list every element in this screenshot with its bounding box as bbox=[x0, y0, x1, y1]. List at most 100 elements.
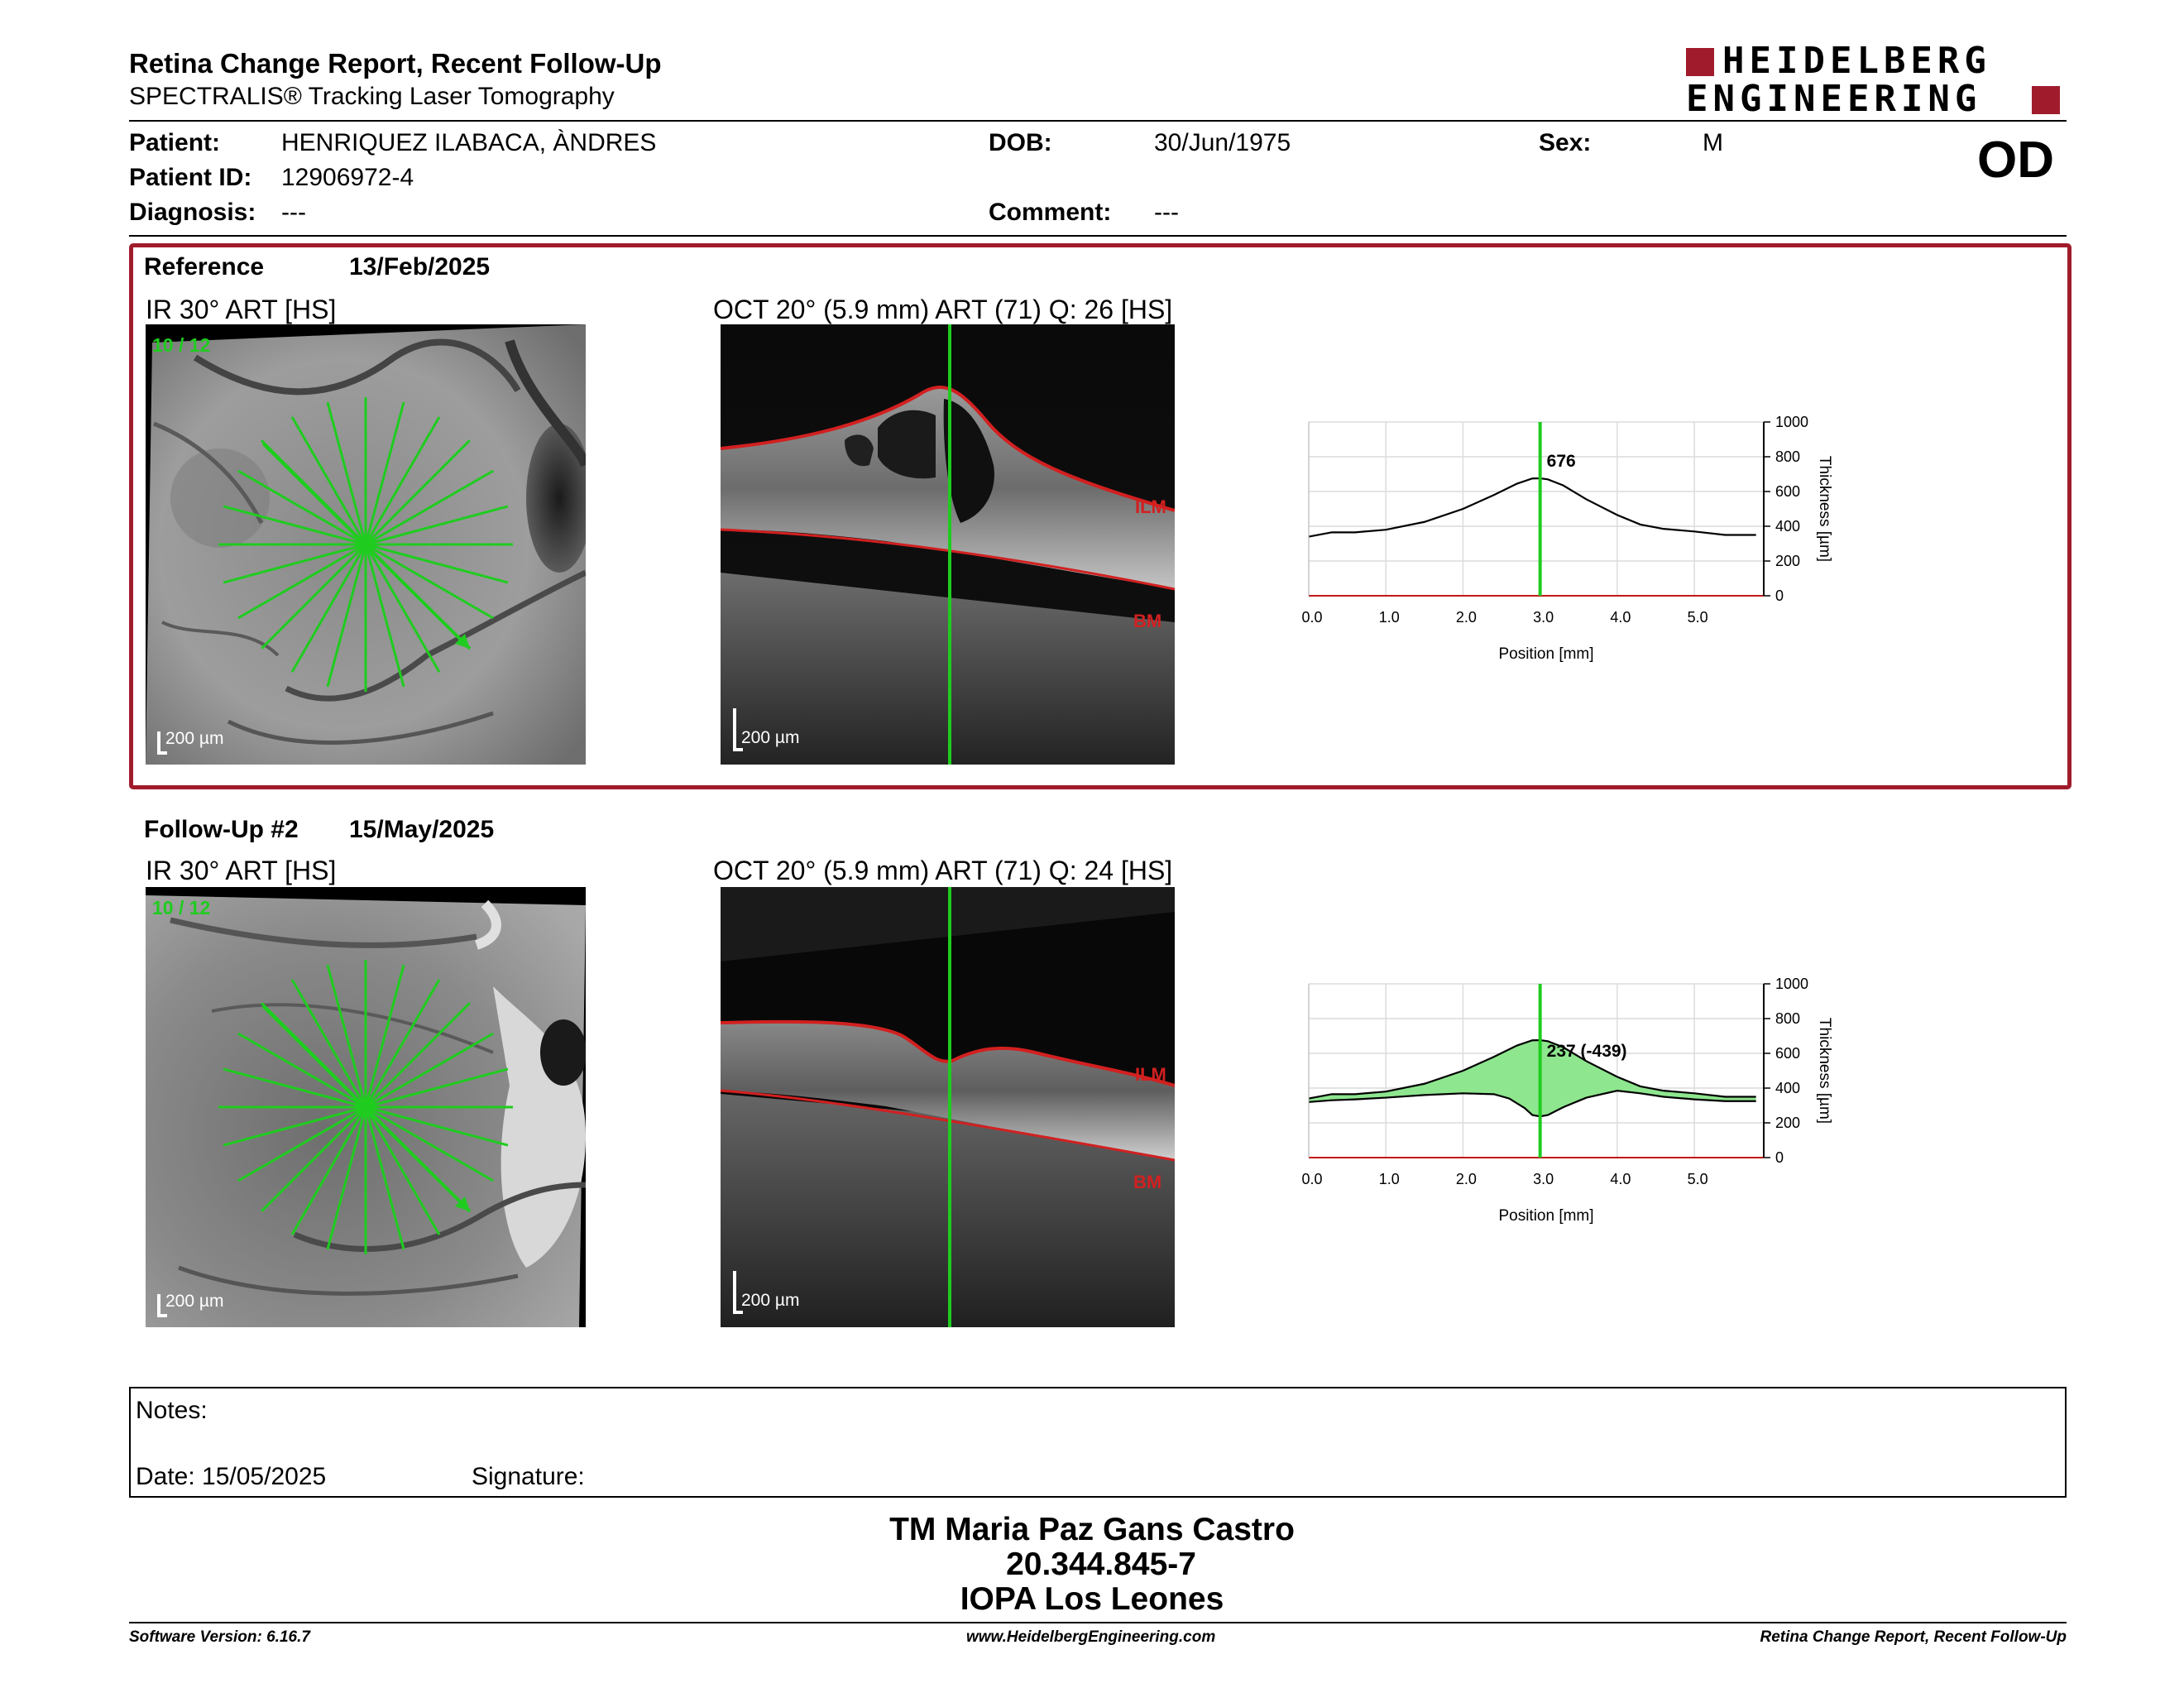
radial-scan-line bbox=[364, 544, 441, 673]
reference-ir-scale-label: 200 µm bbox=[165, 729, 224, 748]
reference-oct-scale-label: 200 µm bbox=[741, 728, 800, 747]
y-tick-label: 400 bbox=[1775, 518, 1800, 535]
radial-scan-line bbox=[237, 469, 366, 546]
followup-bm-label: BM bbox=[1133, 1172, 1162, 1192]
marker-value-label: 676 bbox=[1547, 452, 1576, 471]
notes-box bbox=[129, 1387, 2067, 1498]
y-tick-label: 600 bbox=[1775, 1045, 1800, 1062]
eye-indicator: OD bbox=[1977, 132, 2054, 189]
reference-ir-image bbox=[146, 324, 586, 765]
stamp-block: TM Maria Paz Gans Castro 20.344.845-7 IO… bbox=[0, 1513, 2184, 1617]
patient-id-label: Patient ID: bbox=[129, 164, 252, 191]
notes-date: Date: 15/05/2025 bbox=[136, 1463, 327, 1490]
notes-label: Notes: bbox=[136, 1397, 208, 1424]
radial-scan-line bbox=[365, 505, 509, 546]
reference-oct-image bbox=[721, 324, 1175, 765]
x-tick-label: 5.0 bbox=[1688, 1171, 1708, 1187]
y-tick-label: 800 bbox=[1775, 1010, 1800, 1027]
sex-label: Sex: bbox=[1539, 129, 1592, 156]
followup-label: Follow-Up #2 bbox=[144, 816, 299, 843]
followup-ir-scalebar bbox=[157, 1294, 160, 1317]
radial-scan-line bbox=[223, 505, 366, 546]
patient-label: Patient: bbox=[129, 129, 221, 156]
radial-scan-line bbox=[364, 964, 405, 1108]
reference-oct-svg bbox=[721, 324, 1175, 765]
dob-label: DOB: bbox=[989, 129, 1052, 156]
radial-scan-line bbox=[326, 964, 367, 1108]
radial-scan-line bbox=[364, 1002, 471, 1109]
radial-scan-line bbox=[290, 979, 367, 1108]
logo-line2: ENGINEERING bbox=[1686, 78, 1982, 120]
radial-scan-line bbox=[365, 469, 494, 546]
followup-ir-scalebar-foot bbox=[157, 1314, 167, 1317]
radial-scan-line bbox=[365, 1067, 509, 1109]
radial-scan-line bbox=[290, 416, 367, 545]
radial-scan-line bbox=[290, 544, 367, 673]
radial-scan-line bbox=[223, 1105, 366, 1147]
y-tick-label: 200 bbox=[1775, 1115, 1800, 1131]
logo-square-top bbox=[1686, 48, 1714, 76]
followup-oct-title: OCT 20° (5.9 mm) ART (71) Q: 24 [HS] bbox=[713, 856, 1173, 885]
radial-scan-line bbox=[365, 1105, 494, 1182]
reference-oct-title: OCT 20° (5.9 mm) ART (71) Q: 26 [HS] bbox=[713, 295, 1173, 324]
followup-oct-scalebar-foot bbox=[733, 1311, 743, 1314]
radial-scan-line bbox=[326, 401, 367, 545]
thickness-change-area bbox=[1309, 1040, 1756, 1117]
marker-value-label: 237 (-439) bbox=[1547, 1042, 1627, 1061]
x-tick-label: 3.0 bbox=[1533, 609, 1554, 626]
radial-scan-line bbox=[365, 543, 509, 584]
reference-ir-scalebar bbox=[157, 731, 160, 755]
x-tick-label: 1.0 bbox=[1379, 609, 1400, 626]
x-tick-label: 2.0 bbox=[1456, 1171, 1477, 1187]
reference-label: Reference bbox=[144, 253, 265, 281]
radial-scan-line bbox=[237, 1032, 366, 1109]
stamp-name: TM Maria Paz Gans Castro bbox=[889, 1512, 1295, 1547]
report-subtitle: SPECTRALIS® Tracking Laser Tomography bbox=[129, 83, 615, 110]
stamp-id: 20.344.845-7 bbox=[1006, 1547, 1196, 1582]
followup-ir-image bbox=[146, 887, 586, 1327]
reference-ilm-label: ILM bbox=[1135, 496, 1166, 517]
reference-ir-svg bbox=[146, 324, 586, 765]
x-tick-label: 4.0 bbox=[1610, 1171, 1631, 1187]
diagnosis-value: --- bbox=[281, 199, 306, 226]
reference-date: 13/Feb/2025 bbox=[349, 253, 491, 281]
reference-oct-scalebar-foot bbox=[733, 748, 743, 751]
thickness-series-line bbox=[1308, 477, 1756, 538]
radial-scan-line bbox=[223, 543, 366, 584]
followup-oct-scale-label: 200 µm bbox=[741, 1291, 800, 1310]
reference-bm-label: BM bbox=[1133, 611, 1162, 631]
radial-scan-line bbox=[326, 544, 367, 688]
followup-oct-svg bbox=[721, 887, 1175, 1327]
y-tick-label: 800 bbox=[1775, 448, 1800, 465]
radial-scan-line bbox=[364, 401, 405, 545]
reference-frame bbox=[129, 243, 2071, 789]
dob-value: 30/Jun/1975 bbox=[1154, 129, 1291, 156]
footer-report-name: Retina Change Report, Recent Follow-Up bbox=[1760, 1628, 2067, 1646]
reference-thickness-chart: 0 200 400 600 800 1000 0.0 1.0 2.0 3.0 4.0 5.0 Posit… bbox=[1301, 414, 1833, 663]
y-tick-label: 0 bbox=[1775, 587, 1784, 604]
followup-ir-scale-label: 200 µm bbox=[165, 1292, 224, 1311]
patient-value: HENRIQUEZ ILABACA, ÀNDRES bbox=[281, 129, 657, 156]
logo-line1: HEIDELBERG bbox=[1722, 40, 1991, 82]
followup-ir-svg bbox=[146, 895, 586, 1327]
footer-url[interactable]: www.HeidelbergEngineering.com bbox=[966, 1628, 1216, 1646]
comment-label: Comment: bbox=[989, 199, 1112, 226]
radial-scan-line bbox=[326, 1106, 367, 1250]
radial-scan-line bbox=[364, 416, 441, 545]
y-tick-label: 1000 bbox=[1775, 414, 1808, 430]
diagnosis-label: Diagnosis: bbox=[129, 199, 256, 226]
radial-scan-line bbox=[365, 1105, 509, 1147]
patient-id-value: 12906972-4 bbox=[281, 164, 414, 191]
y-tick-label: 400 bbox=[1775, 1080, 1800, 1096]
comment-value: --- bbox=[1154, 199, 1179, 226]
radial-scan-line bbox=[364, 544, 405, 688]
radial-scan-line bbox=[223, 1067, 366, 1109]
radial-scan-line bbox=[365, 1032, 494, 1109]
radial-scan-line bbox=[364, 1106, 405, 1250]
y-tick-label: 600 bbox=[1775, 483, 1800, 500]
followup-oct-scalebar bbox=[733, 1271, 736, 1314]
followup-thickness-chart: 0 200 400 600 800 1000 0.0 1.0 2.0 3.0 4.0 5.0 Posit… bbox=[1301, 976, 1833, 1225]
radial-scan-line bbox=[364, 439, 471, 546]
sex-value: M bbox=[1703, 129, 1723, 156]
x-tick-label: 3.0 bbox=[1533, 1171, 1554, 1187]
